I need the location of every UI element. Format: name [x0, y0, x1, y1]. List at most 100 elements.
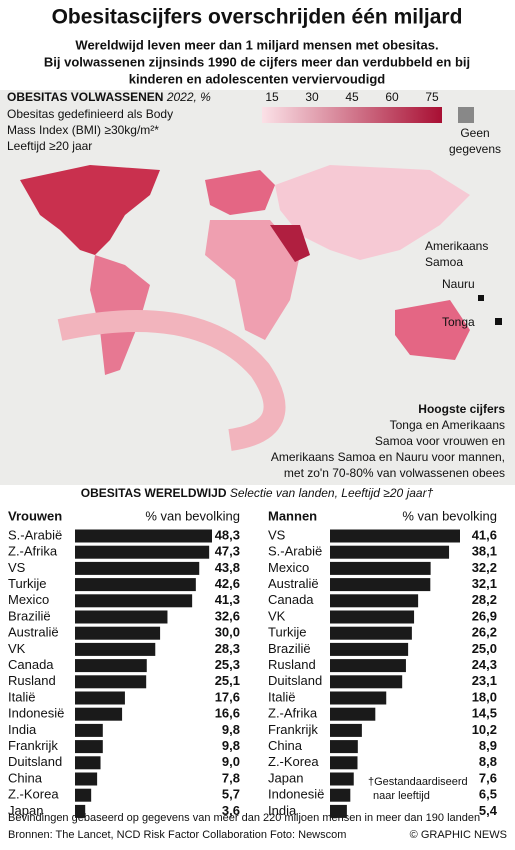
highest-text: Samoa voor vrouwen en: [375, 434, 505, 448]
bar: [330, 772, 354, 786]
category-label: Mexico: [268, 560, 309, 575]
bar: [330, 804, 347, 818]
bar: [75, 707, 123, 721]
category-label: Z.-Korea: [268, 754, 319, 769]
category-label: Turkije: [268, 625, 307, 640]
highest-text: Amerikaans Samoa en Nauru voor mannen,: [271, 450, 505, 464]
place-label: Tonga: [442, 315, 475, 329]
bar: [75, 594, 193, 608]
category-label: Brazilië: [268, 641, 311, 656]
value-label: 32,1: [472, 576, 497, 591]
title: Obesitascijfers overschrijden één miljar…: [52, 6, 463, 29]
value-label: 8,9: [479, 738, 497, 753]
australia: [395, 300, 470, 360]
category-label: Australië: [8, 625, 59, 640]
value-axis-label: % van bevolking: [145, 508, 240, 523]
footnote: †Gestandaardiseerd: [368, 776, 468, 788]
value-label: 48,3: [215, 527, 240, 542]
africa: [205, 220, 300, 340]
value-label: 26,9: [472, 608, 497, 623]
map-area: [0, 90, 515, 485]
highest-text: Tonga en Amerikaans: [390, 418, 505, 432]
category-label: Z.-Afrika: [8, 544, 58, 559]
highest-text: met zo'n 70-80% van volwassenen obees: [284, 466, 505, 480]
value-label: 3,6: [222, 803, 240, 818]
category-label: Canada: [8, 657, 54, 672]
bar: [75, 675, 147, 689]
bar: [330, 561, 431, 575]
value-label: 16,6: [215, 706, 240, 721]
bar: [75, 642, 156, 656]
category-label: Australië: [268, 576, 319, 591]
category-label: Italië: [8, 689, 35, 704]
bar: [75, 788, 92, 802]
bar: [75, 691, 125, 705]
color-scale: [262, 107, 442, 123]
value-label: 32,2: [472, 560, 497, 575]
bar: [330, 756, 358, 770]
value-label: 23,1: [472, 673, 497, 688]
tonga-marker: [495, 318, 502, 325]
category-label: Z.-Afrika: [268, 706, 318, 721]
place-label: Amerikaans: [425, 239, 488, 253]
category-label: Z.-Korea: [8, 787, 59, 802]
bar: [75, 659, 147, 673]
basis-note: Bevindingen gebaseerd op gegevens van me…: [8, 812, 480, 824]
value-label: 30,0: [215, 625, 240, 640]
map-definition: Obesitas gedefinieerd als Body: [7, 107, 173, 121]
bar: [330, 788, 351, 802]
value-label: 32,6: [215, 608, 240, 623]
value-label: 42,6: [215, 576, 240, 591]
value-label: 7,8: [222, 770, 240, 785]
source: Bronnen: The Lancet, NCD Risk Factor Col…: [8, 829, 267, 841]
category-label: Japan: [268, 770, 303, 785]
scale-tick-label: 45: [345, 90, 359, 104]
value-label: 47,3: [215, 544, 240, 559]
credit: © GRAPHIC NEWS: [410, 829, 507, 841]
value-label: 7,6: [479, 770, 497, 785]
highest-title: Hoogste cijfers: [418, 402, 505, 416]
scale-tick-label: 15: [265, 90, 279, 104]
category-label: India: [8, 722, 37, 737]
value-label: 9,8: [222, 738, 240, 753]
bar: [330, 675, 403, 689]
map-heading: OBESITAS VOLWASSENEN 2022, %: [7, 90, 211, 104]
bar: [330, 642, 409, 656]
subtitle: Wereldwijd leven meer dan 1 miljard mens…: [75, 37, 438, 52]
value-label: 6,5: [479, 787, 497, 802]
nauru-marker: [478, 295, 484, 301]
footnote: naar leeftijd: [373, 790, 430, 802]
no-data-label: Geen: [460, 126, 489, 140]
bar: [75, 578, 196, 592]
value-label: 10,2: [472, 722, 497, 737]
map-definition: Mass Index (BMI) ≥30kg/m²*: [7, 123, 159, 137]
value-label: 28,3: [215, 641, 240, 656]
highest-heading: Hoogste cijfers: [418, 402, 505, 416]
bar: [75, 756, 101, 770]
bar: [75, 804, 86, 818]
bar: [330, 578, 431, 592]
scale-tick-label: 60: [385, 90, 399, 104]
tape-measure: [57, 310, 286, 451]
bar: [330, 659, 406, 673]
bar: [330, 594, 419, 608]
bar: [330, 610, 415, 624]
bar: [330, 626, 412, 640]
value-label: 25,0: [472, 641, 497, 656]
bar: [330, 529, 460, 543]
value-label: 5,7: [222, 787, 240, 802]
section-heading: OBESITAS WERELDWIJD Selectie van landen,…: [81, 486, 434, 500]
subtitle: kinderen en adolescenten verviervoudigd: [129, 71, 386, 86]
category-label: VK: [268, 608, 286, 623]
value-axis-label: % van bevolking: [402, 508, 497, 523]
scale-tick-label: 30: [305, 90, 319, 104]
category-label: Duitsland: [268, 673, 322, 688]
category-label: VK: [8, 641, 26, 656]
value-label: 38,1: [472, 544, 497, 559]
map-period: 2022, %: [166, 90, 211, 104]
section-subtitle: Selectie van landen, Leeftijd ≥20 jaar†: [230, 486, 434, 500]
value-label: 17,6: [215, 689, 240, 704]
value-label: 9,8: [222, 722, 240, 737]
category-label: Frankrijk: [8, 738, 58, 753]
